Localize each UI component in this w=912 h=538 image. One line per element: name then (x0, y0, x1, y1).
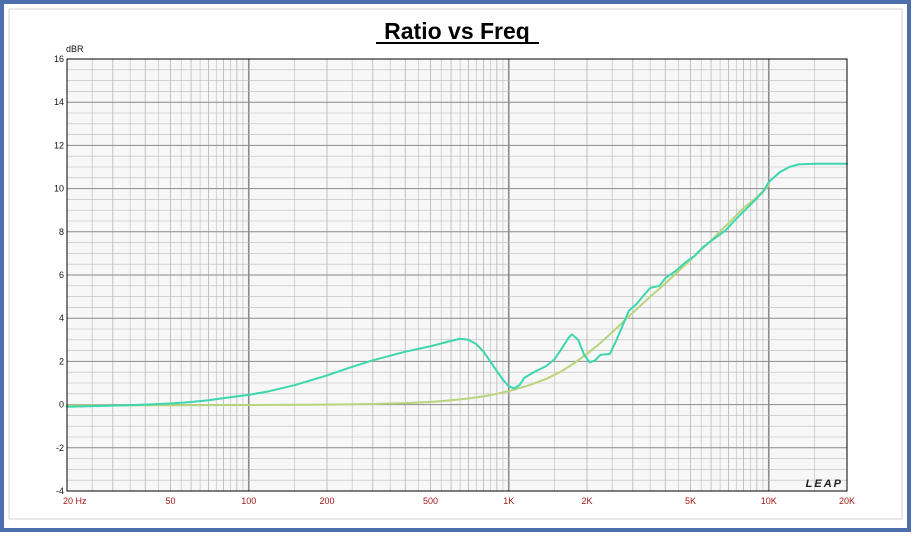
chart-title: Ratio vs Freq (384, 18, 530, 44)
x-tick-labels: 20 Hz 50 100 200 500 1K 2K 5K 10K 20K (63, 496, 855, 506)
y-tick-label: 2 (59, 356, 64, 366)
x-tick-label: 5K (685, 496, 696, 506)
series-lines (66, 162, 848, 408)
x-tick-label: 20K (839, 496, 855, 506)
x-tick-label: 50 (165, 496, 175, 506)
y-tick-label: -4 (56, 486, 64, 496)
plot-border (66, 58, 848, 492)
grid (67, 58, 847, 492)
y-tick-labels: -4 -2 0 2 4 6 8 10 12 14 16 (54, 54, 64, 496)
series-line-measured (66, 162, 848, 408)
y-tick-label: 0 (59, 400, 64, 410)
x-tick-label: 2K (581, 496, 592, 506)
x-tick-label: 200 (319, 496, 334, 506)
y-tick-label: 4 (59, 313, 64, 323)
x-tick-label: 1K (503, 496, 514, 506)
y-tick-label: 10 (54, 184, 64, 194)
y-tick-label: -2 (56, 443, 64, 453)
x-tick-label: 20 Hz (63, 496, 87, 506)
y-tick-label: 12 (54, 140, 64, 150)
leap-watermark: LEAP (806, 478, 843, 490)
y-axis-label: dBR (66, 44, 84, 54)
x-tick-label: 100 (241, 496, 256, 506)
y-tick-label: 8 (59, 227, 64, 237)
y-tick-label: 6 (59, 270, 64, 280)
x-tick-label: 10K (761, 496, 777, 506)
y-tick-label: 14 (54, 97, 64, 107)
y-tick-label: 16 (54, 54, 64, 64)
x-tick-label: 500 (423, 496, 438, 506)
